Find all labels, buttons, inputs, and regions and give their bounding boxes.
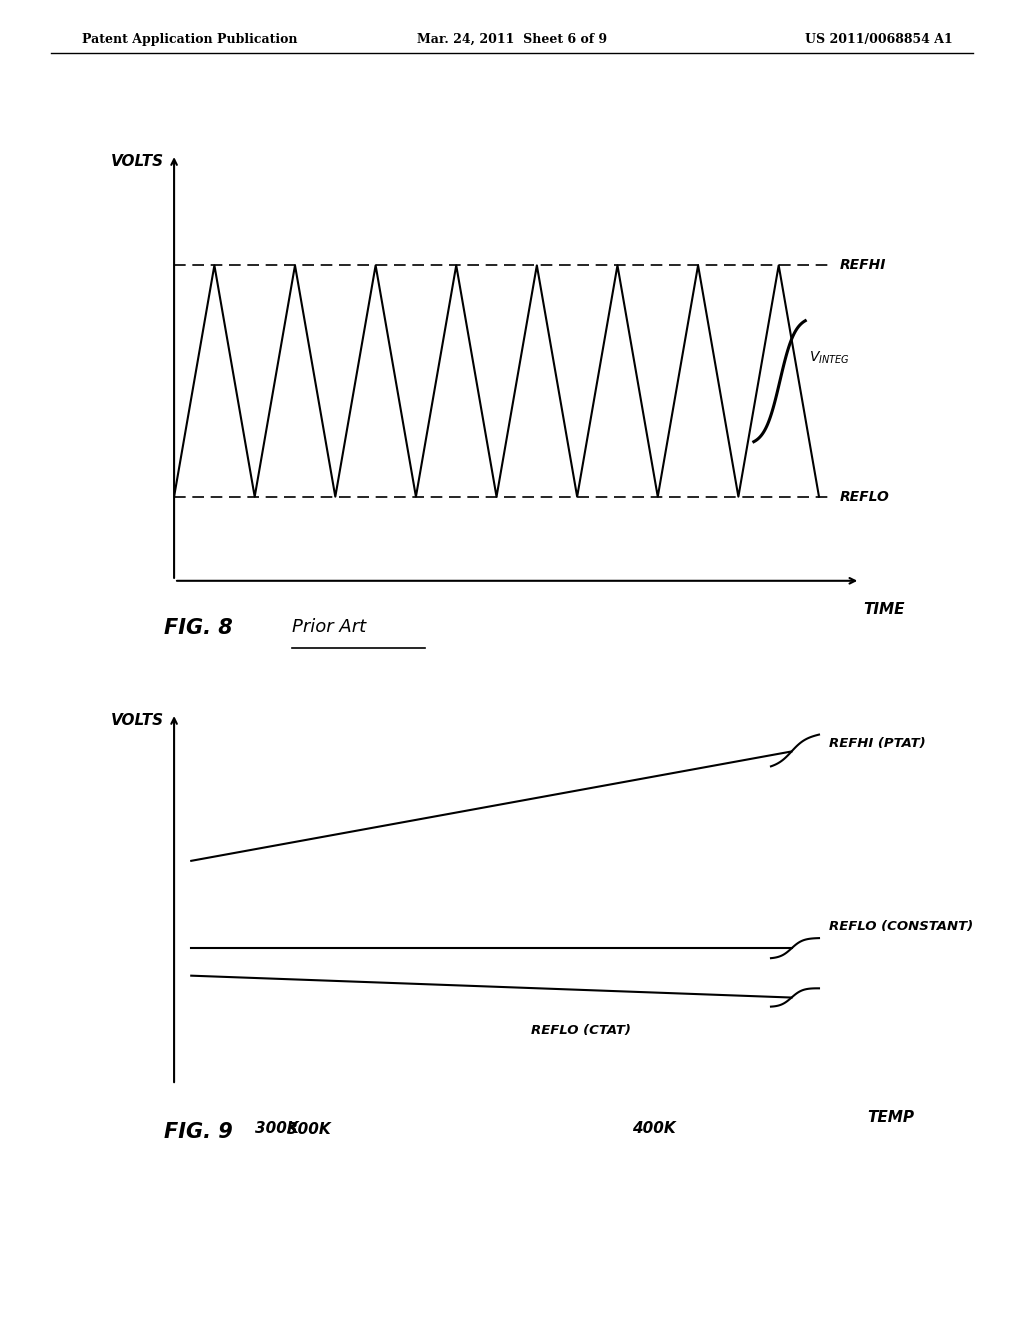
Text: VOLTS: VOLTS bbox=[111, 154, 164, 169]
Text: FIG. 8: FIG. 8 bbox=[164, 618, 232, 638]
Text: REFLO: REFLO bbox=[840, 490, 889, 504]
Text: REFLO (CTAT): REFLO (CTAT) bbox=[530, 1024, 631, 1036]
Text: TIME: TIME bbox=[863, 602, 905, 616]
Text: REFHI: REFHI bbox=[840, 259, 886, 272]
Text: REFLO (CONSTANT): REFLO (CONSTANT) bbox=[829, 920, 974, 933]
Text: 400K: 400K bbox=[633, 1121, 676, 1135]
Text: Mar. 24, 2011  Sheet 6 of 9: Mar. 24, 2011 Sheet 6 of 9 bbox=[417, 33, 607, 46]
Text: Prior Art: Prior Art bbox=[292, 618, 366, 636]
Text: US 2011/0068854 A1: US 2011/0068854 A1 bbox=[805, 33, 952, 46]
Text: $V_{INTEG}$: $V_{INTEG}$ bbox=[809, 350, 850, 366]
Text: REFHI (PTAT): REFHI (PTAT) bbox=[829, 737, 926, 750]
Text: TEMP: TEMP bbox=[867, 1110, 914, 1125]
Text: VOLTS: VOLTS bbox=[111, 713, 164, 729]
Text: Patent Application Publication: Patent Application Publication bbox=[82, 33, 297, 46]
Text: FIG. 9: FIG. 9 bbox=[164, 1122, 232, 1142]
Text: 300K: 300K bbox=[255, 1121, 299, 1135]
Text: 300K: 300K bbox=[287, 1122, 331, 1137]
